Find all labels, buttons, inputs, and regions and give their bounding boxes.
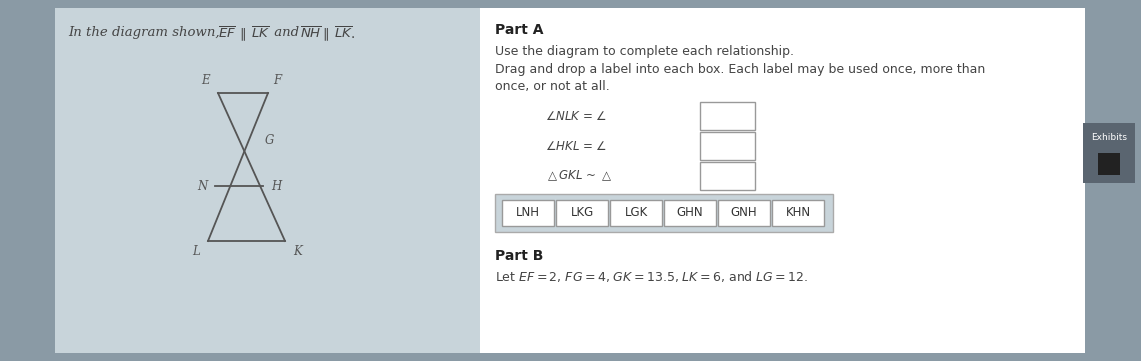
Text: G: G: [265, 135, 274, 148]
Bar: [480, 8, 1085, 353]
Text: once, or not at all.: once, or not at all.: [495, 80, 609, 93]
Text: $\parallel$: $\parallel$: [237, 26, 246, 43]
Bar: [718, 200, 770, 226]
Text: L: L: [192, 245, 200, 258]
Text: LKG: LKG: [570, 206, 593, 219]
Text: N: N: [196, 179, 207, 192]
Bar: [556, 200, 608, 226]
Text: LNH: LNH: [516, 206, 540, 219]
Text: E: E: [201, 74, 210, 87]
Bar: [495, 194, 833, 232]
Text: Exhibits: Exhibits: [1091, 133, 1127, 142]
Text: H: H: [272, 179, 281, 192]
Text: K: K: [293, 245, 301, 258]
Text: $\angle NLK$ = $\angle$: $\angle NLK$ = $\angle$: [545, 109, 607, 122]
Text: Drag and drop a label into each box. Each label may be used once, more than: Drag and drop a label into each box. Eac…: [495, 63, 985, 76]
Text: and: and: [270, 26, 304, 39]
Bar: [664, 200, 717, 226]
Text: Use the diagram to complete each relationship.: Use the diagram to complete each relatio…: [495, 45, 794, 58]
Bar: [1083, 123, 1135, 183]
Text: $\overline{LK}$: $\overline{LK}$: [251, 26, 270, 42]
Text: In the diagram shown,: In the diagram shown,: [68, 26, 224, 39]
Bar: [699, 132, 755, 160]
Bar: [699, 102, 755, 130]
Text: $\angle HKL$ = $\angle$: $\angle HKL$ = $\angle$: [545, 139, 607, 152]
Text: GHN: GHN: [677, 206, 703, 219]
Text: GNH: GNH: [730, 206, 758, 219]
Text: Part B: Part B: [495, 249, 543, 263]
Text: LGK: LGK: [624, 206, 648, 219]
Text: Part A: Part A: [495, 23, 543, 37]
Text: $\triangle GKL$ ~ $\triangle$: $\triangle GKL$ ~ $\triangle$: [545, 169, 613, 183]
Bar: [772, 200, 824, 226]
Text: $\overline{EF}$: $\overline{EF}$: [218, 26, 236, 42]
Bar: [699, 162, 755, 190]
Text: $\parallel$: $\parallel$: [319, 26, 330, 43]
Bar: [1098, 153, 1120, 175]
Bar: [502, 200, 555, 226]
Text: $\overline{LK}$.: $\overline{LK}$.: [334, 26, 355, 42]
Text: F: F: [273, 74, 281, 87]
Text: KHN: KHN: [785, 206, 810, 219]
Text: Let $EF = 2$, $FG = 4$, $GK = 13.5$, $LK = 6$, and $LG = 12$.: Let $EF = 2$, $FG = 4$, $GK = 13.5$, $LK…: [495, 269, 809, 284]
Text: $\overline{NH}$: $\overline{NH}$: [300, 26, 322, 42]
Bar: [610, 200, 662, 226]
